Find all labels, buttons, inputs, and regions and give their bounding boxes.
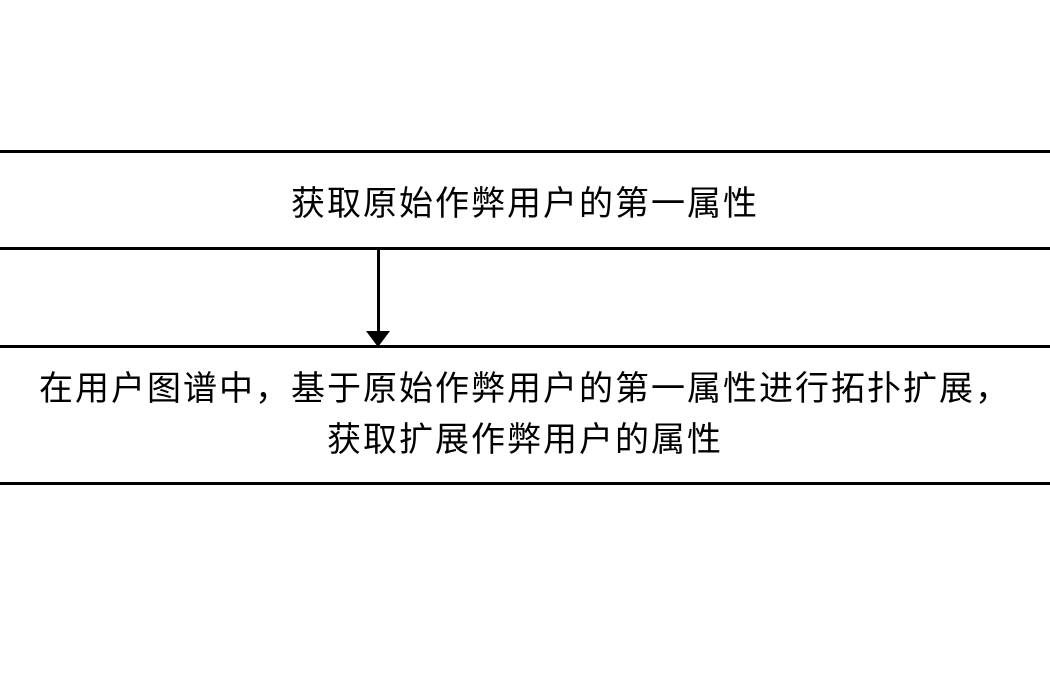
flow-node-2: 在用户图谱中，基于原始作弊用户的第一属性进行拓扑扩展， 获取扩展作弊用户的属性 — [0, 345, 1050, 485]
flow-node-1: 获取原始作弊用户的第一属性 — [0, 150, 1050, 250]
flow-node-1-label: 获取原始作弊用户的第一属性 — [291, 176, 759, 225]
edge-n1-n2-arrowhead — [366, 331, 390, 347]
flow-node-2-label: 在用户图谱中，基于原始作弊用户的第一属性进行拓扑扩展， 获取扩展作弊用户的属性 — [39, 364, 1011, 466]
edge-n1-n2-line — [377, 250, 380, 333]
flowchart-canvas: 获取原始作弊用户的第一属性 在用户图谱中，基于原始作弊用户的第一属性进行拓扑扩展… — [0, 0, 1050, 700]
